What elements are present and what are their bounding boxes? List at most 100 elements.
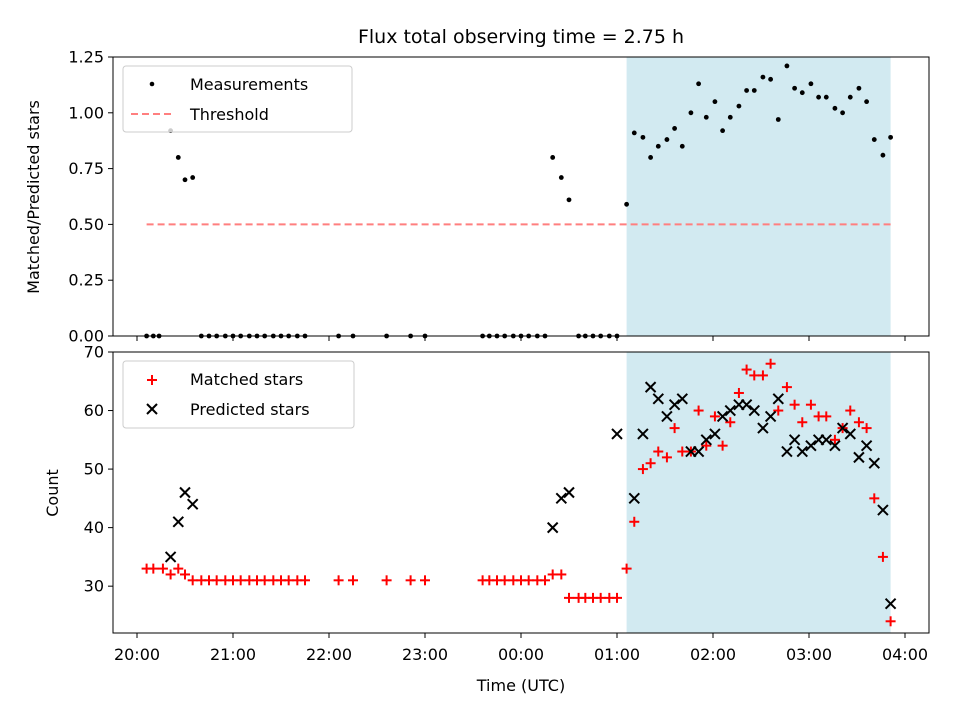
matched-star-point	[629, 516, 640, 527]
observing-window-shade-bottom	[626, 352, 891, 633]
matched-star-point	[556, 569, 567, 580]
y-tick-label: 0.75	[68, 159, 104, 178]
measurement-point	[784, 63, 790, 69]
x-tick-label: 21:00	[210, 645, 256, 664]
legend-measurements-label: Measurements	[190, 75, 308, 94]
measurement-point	[760, 74, 766, 80]
matched-star-point	[157, 563, 168, 574]
predicted-star-point	[868, 457, 880, 469]
x-tick-label: 00:00	[498, 645, 544, 664]
measurement-point	[190, 175, 196, 180]
predicted-star-point	[692, 445, 705, 458]
predicted-star-point	[764, 410, 777, 423]
measurement-point	[888, 134, 893, 140]
measurement-point	[655, 143, 661, 149]
legend-matched-marker	[147, 375, 157, 385]
matched-star-point	[420, 575, 430, 586]
predicted-star-point	[668, 398, 681, 411]
matched-stars-points	[141, 358, 896, 627]
matched-star-point	[612, 592, 622, 603]
matched-star-point	[789, 399, 800, 410]
predicted-star-point	[757, 422, 769, 434]
x-tick-label: 01:00	[594, 645, 640, 664]
predicted-star-point	[740, 398, 753, 411]
matched-star-point	[693, 405, 704, 416]
matched-star-point	[677, 446, 688, 457]
predicted-star-point	[611, 428, 623, 440]
matched-star-point	[653, 446, 664, 457]
predicted-star-point	[796, 445, 808, 458]
matched-star-point	[709, 411, 720, 422]
measurement-point	[775, 117, 781, 122]
bottom-legend-box	[122, 360, 355, 429]
measurement-point	[736, 103, 742, 109]
matched-star-point	[621, 563, 632, 574]
predicted-star-point	[700, 434, 712, 446]
matched-star-point	[877, 551, 888, 562]
predicted-star-point	[836, 422, 849, 434]
predicted-star-point	[164, 551, 177, 563]
measurement-point	[720, 128, 725, 134]
x-axis-label: Time (UTC)	[476, 676, 565, 695]
predicted-star-point	[884, 598, 897, 610]
observing-window-shade-top	[626, 57, 891, 336]
matched-star-point	[283, 575, 294, 586]
matched-star-point	[499, 575, 510, 586]
predicted-star-point	[637, 428, 649, 440]
matched-star-point	[235, 575, 246, 586]
top-x-ticks	[136, 336, 906, 341]
predicted-star-point	[172, 516, 184, 528]
top-legend: Measurements Threshold	[122, 65, 353, 133]
predicted-star-point	[652, 393, 664, 405]
measurement-point	[664, 137, 670, 142]
y-tick-label: 1.00	[68, 103, 104, 122]
predicted-star-point	[546, 521, 559, 534]
matched-star-point	[180, 569, 190, 580]
matched-star-point	[861, 423, 872, 434]
matched-star-point	[540, 575, 550, 586]
x-tick-label: 23:00	[402, 645, 448, 664]
matched-star-point	[805, 399, 816, 410]
measurement-point	[550, 155, 556, 160]
matched-star-point	[523, 575, 534, 586]
bottom-legend: Matched stars Predicted stars	[122, 360, 355, 429]
y-tick-label: 0.25	[68, 271, 104, 290]
measurement-point	[624, 201, 629, 207]
y-tick-label: 50	[84, 460, 104, 479]
predicted-star-point	[661, 410, 673, 423]
measurement-point	[751, 88, 757, 93]
measurement-point	[175, 155, 181, 160]
predicted-star-point	[829, 439, 841, 452]
matched-star-point	[773, 405, 784, 416]
legend-predicted-label: Predicted stars	[190, 400, 310, 419]
matched-star-point	[645, 458, 656, 469]
matched-star-point	[661, 452, 672, 463]
matched-star-point	[757, 370, 768, 381]
measurement-point	[871, 137, 877, 142]
measurement-point	[696, 81, 701, 87]
y-tick-label: 30	[84, 577, 104, 596]
measurement-point	[640, 134, 646, 140]
top-y-axis-label: Matched/Predicted stars	[24, 100, 43, 294]
bottom-panel: 30 40 50 60 70 20:00 21:00 22:00 23:00 00:00 01:0…	[43, 343, 930, 695]
matched-star-point	[845, 405, 856, 416]
matched-star-point	[165, 569, 176, 580]
predicted-star-point	[179, 486, 191, 499]
matched-star-point	[381, 575, 392, 586]
matched-star-point	[187, 575, 198, 586]
matched-star-point	[749, 370, 760, 381]
measurement-point	[744, 88, 749, 93]
predicted-star-point	[788, 434, 801, 446]
matched-star-point	[333, 575, 344, 586]
measurement-point	[558, 175, 564, 180]
measurement-point	[864, 99, 869, 105]
measurement-point	[856, 85, 862, 91]
x-tick-label: 03:00	[786, 645, 832, 664]
legend-threshold-label: Threshold	[189, 105, 269, 124]
top-legend-box	[122, 65, 353, 133]
measurement-point	[182, 177, 188, 183]
measurement-point	[648, 155, 653, 160]
measurement-point	[816, 94, 821, 100]
matched-star-point	[148, 563, 159, 574]
